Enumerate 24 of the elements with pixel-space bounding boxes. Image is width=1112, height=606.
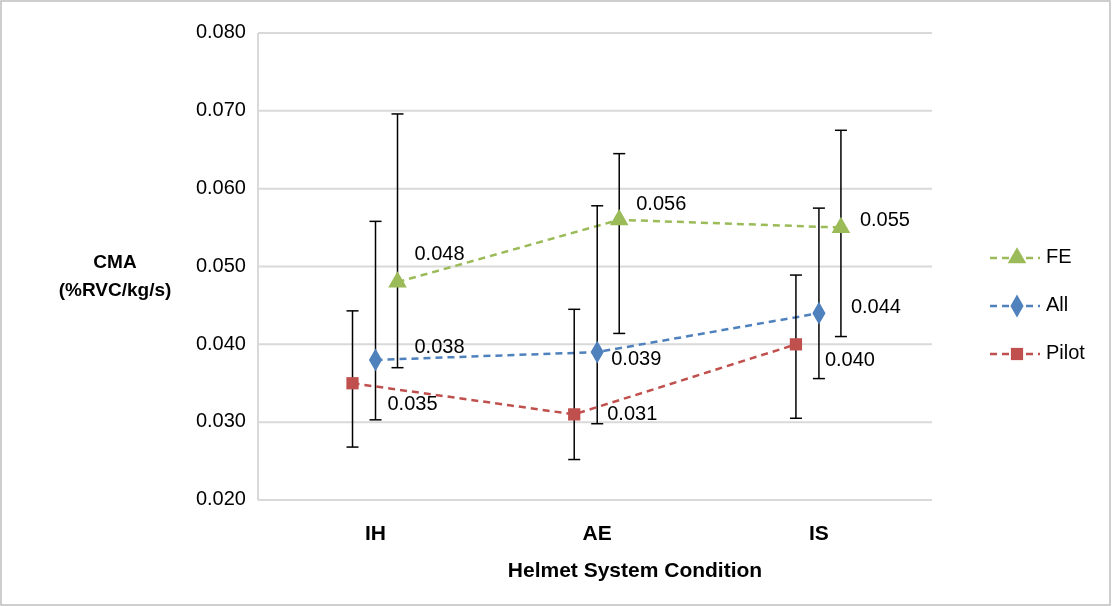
y-tick-label: 0.050 bbox=[195, 253, 246, 276]
legend-label: All bbox=[1046, 293, 1069, 316]
data-label: 0.038 bbox=[414, 335, 465, 358]
data-label: 0.055 bbox=[859, 207, 910, 230]
data-label: 0.035 bbox=[387, 391, 438, 414]
data-label: 0.044 bbox=[850, 295, 901, 318]
x-tick-label: IS bbox=[809, 521, 829, 544]
y-tick-label: 0.060 bbox=[195, 175, 246, 198]
y-tick-label: 0.040 bbox=[195, 331, 246, 354]
y-tick-label: 0.080 bbox=[195, 20, 246, 43]
y-axis-title: CMA (%RVC/kg/s) bbox=[58, 251, 172, 300]
legend-label: Pilot bbox=[1046, 341, 1086, 364]
legend-label: FE bbox=[1046, 245, 1072, 268]
x-tick-label: AE bbox=[582, 521, 612, 544]
data-label: 0.031 bbox=[607, 401, 658, 424]
data-label: 0.048 bbox=[414, 242, 465, 265]
y-tick-label: 0.020 bbox=[195, 487, 246, 510]
y-tick-label: 0.070 bbox=[195, 98, 246, 121]
data-label: 0.056 bbox=[636, 192, 687, 215]
data-label: 0.039 bbox=[611, 347, 662, 370]
x-tick-label: IH bbox=[365, 521, 387, 544]
data-label: 0.040 bbox=[824, 347, 875, 370]
y-tick-label: 0.030 bbox=[195, 409, 246, 432]
x-axis-title: Helmet System Condition bbox=[507, 558, 763, 581]
